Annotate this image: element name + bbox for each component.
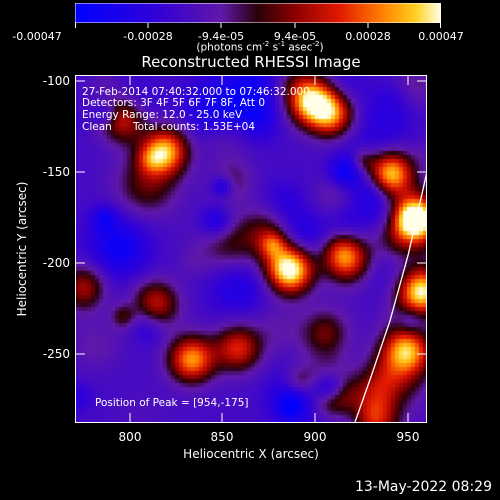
y-tick-label: -100 bbox=[42, 74, 70, 88]
colorbar-tick-label: 0.00028 bbox=[345, 30, 391, 43]
x-ticks bbox=[129, 75, 409, 423]
x-tick-label: 900 bbox=[303, 430, 327, 444]
solar-limb-curve bbox=[354, 171, 427, 423]
colorbar bbox=[75, 3, 441, 23]
annotation-algorithm: Clean bbox=[82, 121, 112, 133]
colorbar-tick-label: 0.00047 bbox=[418, 30, 464, 43]
colorbar-tick-label: -9.4e-05 bbox=[197, 30, 245, 43]
colorbar-units: (photons cm-2 s-1 asec-2) bbox=[196, 40, 324, 54]
y-tick-label: -200 bbox=[42, 256, 70, 270]
chart-title: Reconstructed RHESSI Image bbox=[141, 53, 361, 71]
annotation-detectors: Detectors: 3F 4F 5F 6F 7F 8F, Att 0 bbox=[82, 97, 266, 109]
colorbar-tick-label: -0.00047 bbox=[12, 30, 62, 43]
colorbar-ticks bbox=[75, 23, 441, 28]
colorbar-gradient bbox=[75, 3, 441, 23]
plot-overlay bbox=[75, 75, 427, 423]
colorbar-tick-label: 9.4e-05 bbox=[273, 30, 317, 43]
y-tick-label: -150 bbox=[42, 165, 70, 179]
y-axis-label: Heliocentric Y (arcsec) bbox=[15, 181, 29, 317]
annotation-total-counts: Total counts: 1.53E+04 bbox=[133, 121, 256, 133]
plot-frame bbox=[75, 75, 427, 423]
x-axis-label: Heliocentric X (arcsec) bbox=[183, 447, 319, 461]
x-tick-label: 950 bbox=[396, 430, 420, 444]
y-ticks bbox=[75, 80, 427, 355]
annotation-time-range: 27-Feb-2014 07:40:32.000 to 07:46:32.000 bbox=[82, 86, 310, 98]
annotation-peak-position: Position of Peak = [954,-175] bbox=[95, 397, 249, 409]
annotation-energy: Energy Range: 12.0 - 25.0 keV bbox=[82, 109, 243, 121]
heatmap-image bbox=[75, 75, 427, 423]
colorbar-tick-label: -0.00028 bbox=[123, 30, 173, 43]
x-tick-label: 850 bbox=[210, 430, 234, 444]
y-tick-label: -250 bbox=[42, 347, 70, 361]
footer-date: 13-May-2022 08:29 bbox=[354, 479, 492, 495]
x-tick-label: 800 bbox=[118, 430, 142, 444]
